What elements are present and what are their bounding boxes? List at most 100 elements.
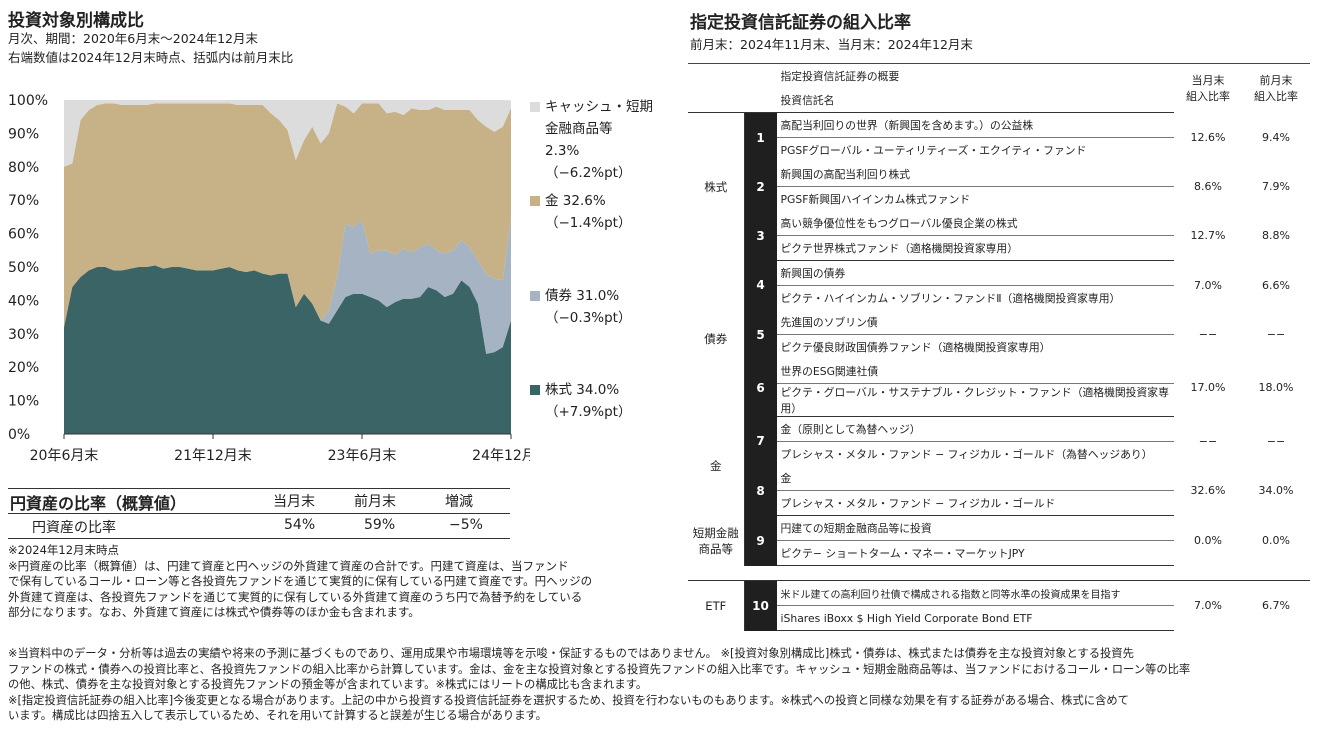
- fund-number: 10: [744, 580, 777, 631]
- area-stock: [64, 265, 511, 434]
- composition-area-chart: 0% 10% 20% 30% 40% 50% 60% 70% 80% 90% 100% 20年6月末…: [8, 93, 530, 464]
- fund-number: 1: [744, 112, 777, 162]
- fund-row: 5 先進国のソブリン債 −− −−: [688, 310, 1310, 359]
- spacer-row: [688, 565, 1310, 581]
- yen-prev-value: 59%: [364, 517, 396, 533]
- left-note-line: で保有しているコール・ローン等と各投資先ファンドを通じて実質的に保有している円建…: [8, 574, 593, 588]
- chart-subtitle-period: 月次、期間：2020年6月末～2024年12月末: [8, 31, 258, 46]
- left-note-line: ※2024年12月末時点: [8, 543, 120, 557]
- fund-row: 2 新興国の高配当利回り株式 8.6% 7.9%: [688, 162, 1310, 211]
- y-tick-label: 20%: [8, 360, 39, 376]
- x-tick-label: 23年6月末: [328, 448, 397, 464]
- area-cash: [64, 100, 511, 167]
- bottom-note-line: ファンドの株式・債券への投資比率と、各投資先ファンドの組入比率から計算しています…: [8, 662, 1191, 676]
- y-tick-label: 50%: [8, 260, 39, 276]
- legend-stock-swatch: [530, 385, 540, 395]
- left-note-line: 部分になります。なお、外貨建て資産には株式や債券等のほか金も含まれます。: [8, 605, 420, 619]
- fund-name: PGSF新興国ハイインカム株式ファンド: [780, 193, 971, 206]
- prev-ratio: −−: [1266, 328, 1286, 341]
- legend-cash-swatch: [530, 102, 540, 112]
- yen-row-label: 円資産の比率: [32, 520, 116, 536]
- category-cell: ETF: [688, 580, 745, 631]
- y-tick-label: 0%: [8, 427, 30, 443]
- yen-table-bottom-rule: [8, 538, 510, 539]
- header-current-line2: 組入比率: [1186, 90, 1230, 104]
- yen-table-mid-rule: [8, 513, 510, 514]
- legend-bond-label: 債券 31.0%: [545, 288, 620, 304]
- left-note-line: ※円資産の比率（概算値）は、円建て資産と円ヘッジの外貨建て資産の合計です。円建て…: [8, 558, 569, 573]
- fund-row-sub: iShares iBoxx $ High Yield Corporate Bon…: [688, 605, 1310, 631]
- y-tick-label: 80%: [8, 160, 39, 176]
- area-gold: [64, 103, 511, 328]
- header-empty: [744, 88, 777, 113]
- fund-row-sub: ピクテ− ショートターム・マネー・マーケットJPY: [688, 540, 1310, 566]
- legend-cash-value: 2.3%: [545, 143, 580, 159]
- yen-header-current: 当月末: [273, 494, 315, 510]
- fund-row: ETF 10 米ドル建ての高利回り社債で構成される指数と同等水準の投資成果を目指す 7…: [688, 580, 1310, 631]
- fund-name: iShares iBoxx $ High Yield Corporate Bon…: [776, 605, 1174, 631]
- fund-name: ピクテ優良財政国債券ファンド（適格機関投資家専用）: [780, 341, 1051, 354]
- left-note-line: 外貨建て資産は、各投資先ファンドを通じて実質的に保有している外貨建て資産のうち円…: [8, 589, 583, 604]
- header-current-line1: 当月末: [1191, 74, 1225, 88]
- current-ratio: 17.0%: [1190, 381, 1226, 395]
- table-header-row-2: 投資信託名: [688, 88, 1310, 113]
- current-ratio: −−: [1198, 328, 1218, 341]
- fund-row-sub: プレシャス・メタル・ファンド − フィジカル・ゴールド: [688, 490, 1310, 516]
- header-prev-line1: 前月末: [1259, 74, 1293, 88]
- fund-number: 3: [744, 211, 777, 261]
- prev-ratio: 6.7%: [1262, 599, 1290, 613]
- table-header-row-1: 指定投資信託証券の概要 当月末 組入比率 前月末 組入比率: [688, 63, 1310, 113]
- category-cell: 株式: [688, 112, 745, 261]
- fund-description: 金（原則として為替ヘッジ）: [776, 416, 1174, 442]
- fund-description: 高い競争優位性をもつグローバル優良企業の株式: [776, 211, 1174, 236]
- fund-name: ピクテ世界株式ファンド（適格機関投資家専用）: [776, 235, 1174, 261]
- y-tick-label: 30%: [8, 327, 39, 343]
- x-axis: 20年6月末 21年12月末 23年6月末 24年12月末: [30, 433, 530, 464]
- fund-name: プレシャス・メタル・ファンド − フィジカル・ゴールド（為替ヘッジあり）: [780, 448, 1153, 461]
- current-ratio: 32.6%: [1190, 484, 1226, 498]
- current-ratio: 0.0%: [1194, 534, 1222, 547]
- y-tick-label: 70%: [8, 193, 39, 209]
- current-ratio: 7.0%: [1194, 599, 1222, 613]
- fund-name: PGSFグローバル・ユーティリティーズ・エクイティ・ファンド: [780, 144, 1087, 157]
- current-ratio: −−: [1198, 434, 1218, 448]
- fund-name: ピクテ− ショートターム・マネー・マーケットJPY: [776, 540, 1174, 566]
- bottom-notes: ※当資料中のデータ・分析等は過去の実績や将来の予測に基づくものであり、運用成果や…: [8, 646, 1323, 724]
- left-notes: ※2024年12月末時点 ※円資産の比率（概算値）は、円建て資産と円ヘッジの外貨…: [8, 543, 668, 621]
- x-tick-label: 21年12月末: [174, 448, 252, 464]
- header-empty: [688, 88, 744, 113]
- prev-ratio: 0.0%: [1262, 534, 1290, 547]
- chart-title: 投資対象別構成比: [8, 11, 144, 31]
- header-prev-line2: 組入比率: [1254, 90, 1298, 104]
- chart-areas: [64, 100, 511, 434]
- fund-row-sub: PGSFグローバル・ユーティリティーズ・エクイティ・ファンド: [688, 138, 1310, 163]
- current-ratio: 12.7%: [1190, 229, 1226, 243]
- legend-stock-label: 株式 34.0%: [545, 382, 620, 398]
- bottom-note-line: の他、株式、債券を主な投資対象とする投資先ファンドの預金等が含まれています。※株…: [8, 678, 648, 691]
- fund-row: 株式 1 高配当利回りの世界（新興国を含めます。）の公益株 12.6% 9.4%: [688, 112, 1310, 261]
- fund-row: 3 高い競争優位性をもつグローバル優良企業の株式 12.7% 8.8%: [688, 211, 1310, 261]
- legend-gold: 金 32.6% （−1.4%pt）: [530, 190, 631, 234]
- fund-description: 円建ての短期金融商品等に投資: [776, 515, 1174, 541]
- fund-table-subtitle: 前月末：2024年11月末、当月末：2024年12月末: [690, 37, 973, 52]
- fund-row: 6 世界のESG関連社債 17.0% 18.0%: [688, 359, 1310, 417]
- fund-name: プレシャス・メタル・ファンド − フィジカル・ゴールド: [776, 490, 1174, 516]
- fund-description: 新興国の債券: [776, 260, 1174, 286]
- legend-gold-change: （−1.4%pt）: [545, 215, 632, 231]
- bottom-note-line: ※当資料中のデータ・分析等は過去の実績や将来の予測に基づくものであり、運用成果や…: [8, 647, 1134, 660]
- legend-cash: キャッシュ・短期 金融商品等 2.3% （−6.2%pt）: [530, 96, 653, 184]
- bottom-note-line: ※[指定投資信託証券の組入比率]今後変更となる場合があります。上記の中から投資す…: [8, 693, 1129, 707]
- category-cell: 金: [688, 416, 745, 516]
- chart-subtitle-note: 右端数値は2024年12月末時点、括弧内は前月末比: [8, 50, 294, 65]
- prev-ratio: 6.6%: [1262, 278, 1290, 292]
- fund-table-title: 指定投資信託証券の組入比率: [690, 13, 911, 33]
- legend-gold-label: 金 32.6%: [545, 193, 606, 209]
- legend-stock: 株式 34.0% （+7.9%pt）: [530, 379, 631, 423]
- fund-number: 7: [744, 416, 777, 466]
- current-ratio: 12.6%: [1190, 130, 1226, 144]
- yen-table-title: 円資産の比率（概算値）: [10, 494, 187, 513]
- fund-row-sub: PGSF新興国ハイインカム株式ファンド: [688, 187, 1310, 212]
- area-bond: [64, 216, 511, 354]
- fund-description: 新興国の高配当利回り株式: [776, 162, 1174, 187]
- prev-ratio: −−: [1266, 434, 1286, 448]
